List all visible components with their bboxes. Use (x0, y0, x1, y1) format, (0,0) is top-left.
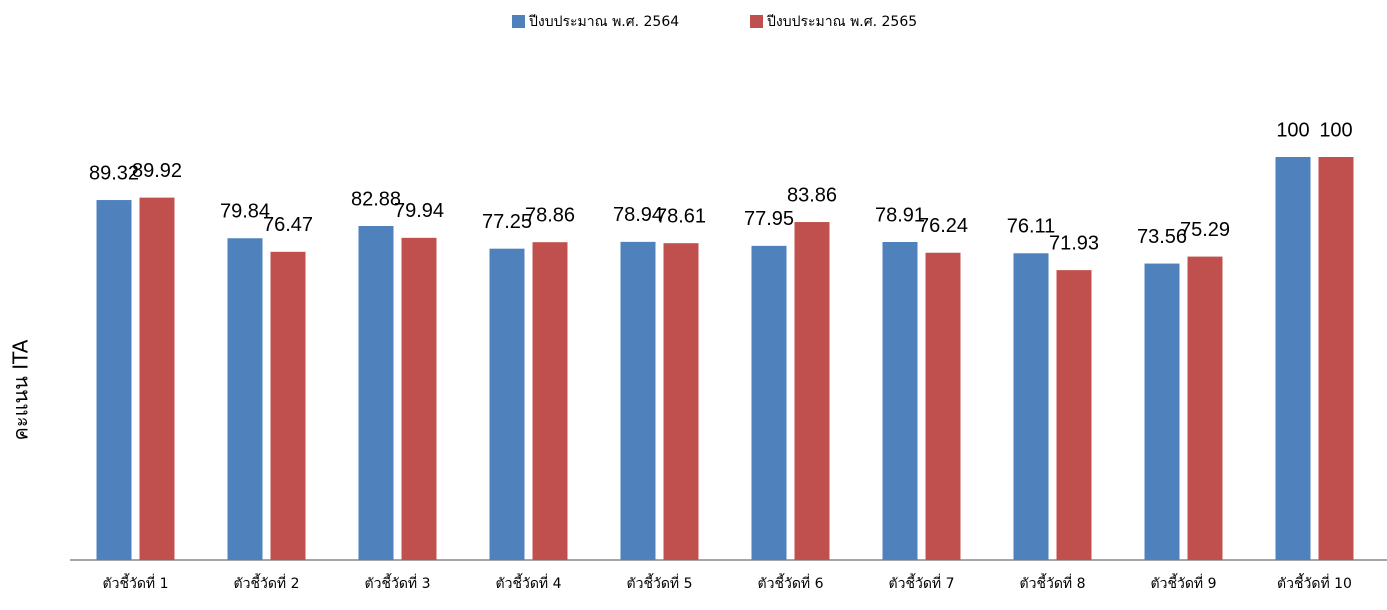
bar (401, 237, 437, 560)
bar (227, 238, 263, 560)
legend-label: ปีงบประมาณ พ.ศ. 2564 (529, 14, 680, 30)
x-tick-label: ตัวชี้วัดที่ 7 (889, 573, 955, 592)
bar (663, 243, 699, 560)
data-label: 79.84 (220, 201, 270, 223)
data-label: 73.56 (1137, 226, 1187, 248)
data-label: 78.61 (656, 205, 706, 227)
data-label: 100 (1319, 119, 1352, 141)
bar (794, 222, 830, 561)
bar (358, 225, 394, 561)
data-label: 100 (1276, 119, 1309, 141)
bar (1275, 157, 1311, 560)
x-tick-label: ตัวชี้วัดที่ 8 (1020, 573, 1086, 592)
bar (1144, 263, 1180, 560)
x-tick-label: ตัวชี้วัดที่ 1 (103, 573, 169, 592)
x-tick-label: ตัวชี้วัดที่ 4 (496, 573, 562, 592)
data-label: 77.95 (744, 208, 794, 230)
data-label: 78.94 (613, 204, 663, 226)
data-label: 79.94 (394, 200, 444, 222)
data-label: 76.11 (1007, 216, 1056, 238)
bar (620, 241, 656, 560)
bar (882, 241, 918, 560)
bar (1187, 256, 1223, 560)
x-tick-label: ตัวชี้วัดที่ 2 (234, 573, 300, 592)
data-label: 89.32 (89, 162, 139, 184)
data-label: 89.92 (132, 160, 182, 182)
data-label: 75.29 (1180, 219, 1230, 241)
x-tick-label: ตัวชี้วัดที่ 5 (627, 573, 693, 592)
x-tick-label: ตัวชี้วัดที่ 9 (1151, 573, 1217, 592)
bar (1056, 270, 1092, 560)
data-label: 76.47 (263, 214, 313, 236)
data-label: 78.91 (875, 204, 925, 226)
bar (96, 200, 132, 560)
bar (139, 197, 175, 560)
bar (270, 251, 306, 560)
bar (1318, 157, 1354, 560)
x-tick-label: ตัวชี้วัดที่ 3 (365, 573, 431, 592)
data-label: 76.24 (918, 215, 968, 237)
x-tick-label: ตัวชี้วัดที่ 10 (1277, 573, 1352, 592)
bar (1013, 253, 1049, 560)
bar (925, 252, 961, 560)
y-axis-label: คะแนน ITA (9, 339, 33, 440)
legend-label: ปีงบประมาณ พ.ศ. 2565 (767, 14, 918, 30)
data-label: 77.25 (482, 211, 532, 233)
bar (489, 248, 525, 560)
legend-swatch (512, 15, 525, 28)
legend-swatch (750, 15, 763, 28)
x-tick-label: ตัวชี้วัดที่ 6 (758, 573, 824, 592)
bar (751, 245, 787, 560)
data-label: 78.86 (525, 204, 575, 226)
data-label: 82.88 (351, 188, 401, 210)
data-label: 71.93 (1049, 232, 1099, 254)
data-label: 83.86 (787, 184, 837, 206)
bar (532, 242, 568, 560)
